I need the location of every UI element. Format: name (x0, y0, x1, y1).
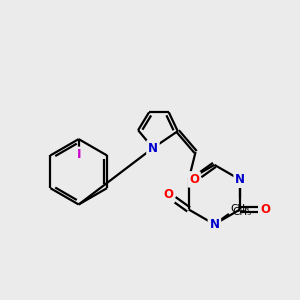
Text: CH₃: CH₃ (230, 203, 250, 214)
Text: N: N (148, 142, 158, 154)
Text: I: I (76, 148, 81, 161)
Text: N: N (209, 218, 219, 231)
Text: O: O (189, 173, 199, 186)
Text: N: N (235, 173, 245, 186)
Text: CH₃: CH₃ (232, 207, 251, 217)
Text: O: O (260, 203, 270, 216)
Text: O: O (163, 188, 173, 201)
